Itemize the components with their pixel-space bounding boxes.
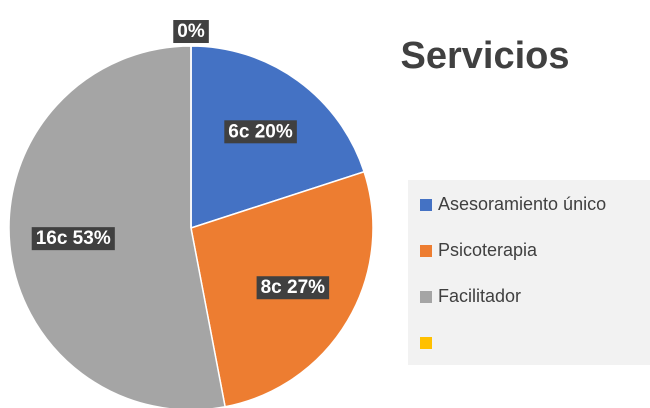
legend-swatch [420, 337, 432, 349]
legend-label: Asesoramiento único [438, 194, 606, 214]
legend-box [408, 180, 650, 365]
data-label-box [31, 227, 115, 251]
legend-swatch [420, 245, 432, 257]
legend-label: Psicoterapia [438, 240, 538, 260]
chart-title: Servicios [401, 35, 570, 77]
legend-swatch [420, 199, 432, 211]
data-label: 16c 53% [36, 228, 111, 249]
legend-label: Facilitador [438, 286, 521, 306]
data-label-box [256, 276, 330, 300]
data-label: 0% [177, 21, 205, 42]
legend-swatch [420, 291, 432, 303]
data-label: 6c 20% [228, 121, 293, 142]
pie-slice [8, 45, 226, 408]
data-label-box [173, 20, 209, 44]
data-label-box [224, 120, 297, 144]
data-label: 8c 27% [261, 277, 326, 298]
